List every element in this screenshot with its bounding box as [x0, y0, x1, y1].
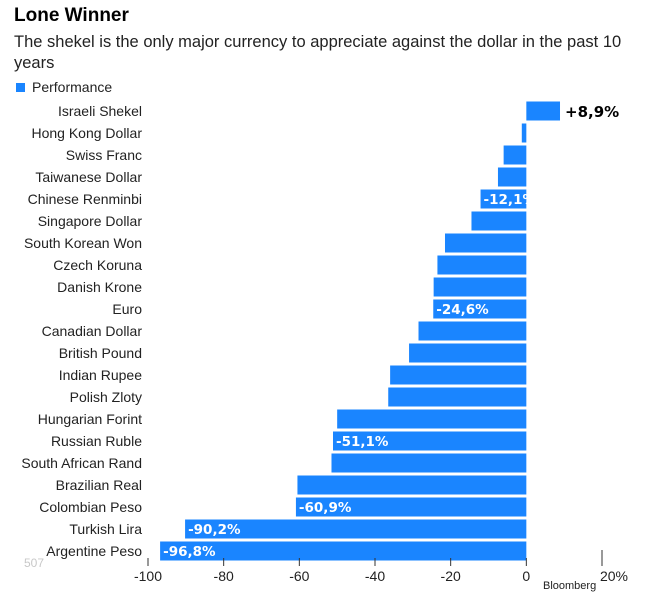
data-label: -60,9% — [299, 500, 352, 516]
category-label: Turkish Lira — [69, 521, 142, 537]
bar — [331, 453, 527, 473]
x-tick-label: 20% — [600, 568, 628, 584]
category-label: Colombian Peso — [39, 499, 142, 515]
data-label: -51,1% — [336, 434, 389, 450]
legend: Performance — [16, 79, 112, 95]
bar — [433, 277, 527, 297]
x-tick-label: -60 — [289, 568, 309, 584]
x-tick-label: -80 — [214, 568, 234, 584]
x-tick-label: -100 — [134, 568, 162, 584]
bar — [418, 321, 527, 341]
data-label: -90,2% — [188, 522, 241, 538]
x-tick-label: -20 — [441, 568, 461, 584]
category-label: Brazilian Real — [56, 477, 142, 493]
bar — [521, 123, 527, 143]
bar — [437, 255, 527, 275]
category-label: Swiss Franc — [66, 147, 142, 163]
bar — [409, 343, 527, 363]
x-tick-label: 0 — [522, 568, 530, 584]
category-label: Indian Rupee — [59, 367, 143, 383]
category-label: South African Rand — [21, 455, 142, 471]
source-label: Bloomberg — [543, 580, 597, 592]
bar — [526, 101, 561, 121]
category-label: Russian Ruble — [51, 433, 142, 449]
bar — [444, 233, 527, 253]
legend-label: Performance — [32, 79, 113, 95]
watermark: 507 — [24, 556, 45, 570]
category-label: South Korean Won — [24, 235, 142, 251]
bar — [497, 167, 527, 187]
chart-subtitle: The shekel is the only major currency to… — [14, 33, 622, 72]
category-label: Argentine Peso — [46, 543, 142, 559]
bar — [388, 387, 527, 407]
category-label: Israeli Shekel — [58, 103, 142, 119]
x-tick-label: -40 — [365, 568, 385, 584]
data-label: -24,6% — [436, 302, 489, 318]
bar — [390, 365, 527, 385]
category-label: Euro — [112, 301, 142, 317]
bar — [503, 145, 527, 165]
category-label: Czech Koruna — [53, 257, 142, 273]
category-label: Canadian Dollar — [42, 323, 143, 339]
category-label: Polish Zloty — [70, 389, 142, 405]
category-label: Taiwanese Dollar — [35, 169, 142, 185]
bar — [333, 431, 527, 451]
category-label: Hong Kong Dollar — [31, 125, 142, 141]
data-label: +8,9% — [565, 103, 619, 121]
bar — [295, 497, 527, 517]
bar — [433, 299, 527, 319]
bar — [480, 189, 527, 209]
chart-title: Lone Winner — [14, 5, 129, 26]
category-label: Danish Krone — [57, 279, 142, 295]
category-label: British Pound — [59, 345, 142, 361]
data-label: -96,8% — [163, 544, 216, 560]
bar — [471, 211, 527, 231]
category-label: Singapore Dollar — [38, 213, 143, 229]
category-label: Hungarian Forint — [38, 411, 142, 427]
bar — [185, 519, 527, 539]
bar — [337, 409, 527, 429]
data-label: -12,1% — [484, 192, 537, 208]
bar — [297, 475, 527, 495]
bar — [160, 541, 527, 561]
legend-swatch — [16, 82, 25, 92]
category-label: Chinese Renminbi — [28, 191, 142, 207]
